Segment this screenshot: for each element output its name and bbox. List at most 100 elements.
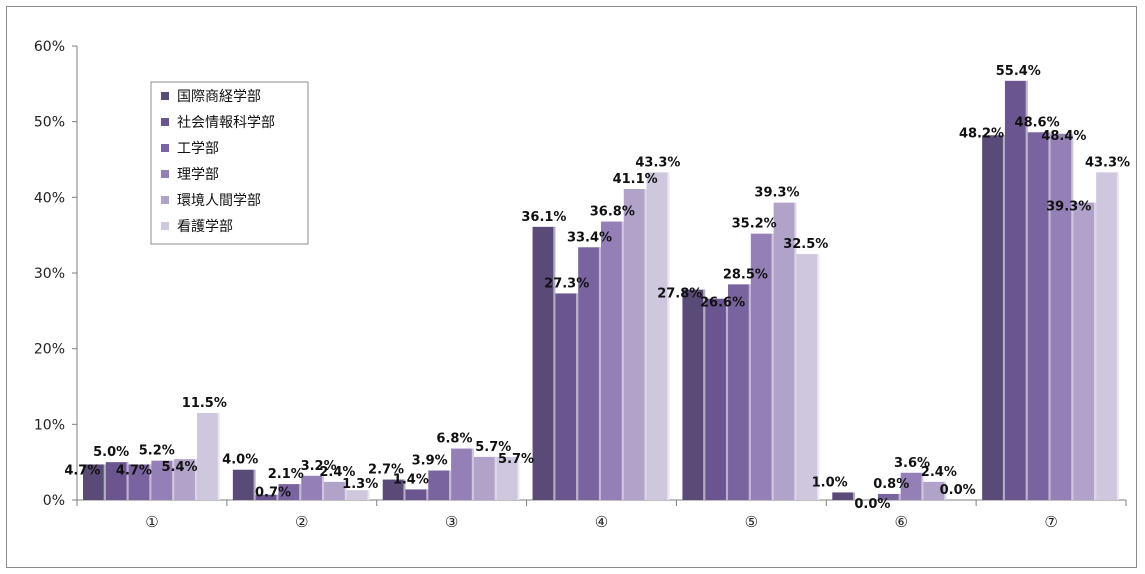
bar-highlight bbox=[253, 469, 256, 500]
data-label: 5.7% bbox=[475, 440, 511, 455]
bar bbox=[346, 490, 370, 500]
data-label: 5.4% bbox=[162, 460, 198, 475]
y-tick-label: 50% bbox=[34, 115, 65, 131]
bar bbox=[232, 469, 256, 500]
legend-label: 看護学部 bbox=[177, 219, 233, 235]
legend-label: 国際商経学部 bbox=[177, 89, 261, 105]
bar-highlight bbox=[644, 189, 647, 500]
data-label: 3.6% bbox=[894, 456, 930, 471]
legend-swatch bbox=[161, 196, 169, 204]
y-tick-label: 60% bbox=[34, 39, 65, 55]
legend-label: 工学部 bbox=[177, 141, 219, 157]
bar bbox=[128, 464, 152, 500]
bar bbox=[382, 479, 406, 500]
bar bbox=[923, 481, 947, 500]
bar-highlight bbox=[852, 492, 855, 500]
y-tick-label: 20% bbox=[34, 342, 65, 358]
data-label: 48.4% bbox=[1041, 129, 1086, 144]
bar-highlight bbox=[194, 459, 197, 500]
legend-label: 社会情報科学部 bbox=[177, 115, 275, 131]
bar-highlight bbox=[126, 462, 129, 500]
bar bbox=[578, 247, 601, 500]
bar bbox=[1004, 80, 1028, 500]
data-label: 1.3% bbox=[342, 477, 378, 492]
data-label: 36.1% bbox=[521, 210, 566, 225]
data-label: 36.8% bbox=[590, 205, 635, 220]
data-labels: 4.7% 4.0% 2.7% 36.1% 27.8% 1.0% 48.2% 5.0% 0.7% 1… bbox=[64, 64, 1130, 512]
bar-highlight bbox=[1002, 135, 1005, 500]
data-label: 0.8% bbox=[873, 477, 909, 492]
x-tick-label: ① bbox=[145, 513, 158, 531]
bar bbox=[832, 492, 855, 500]
data-label: 3.9% bbox=[412, 453, 448, 468]
bar bbox=[982, 135, 1005, 500]
legend-label: 理学部 bbox=[177, 167, 219, 183]
bar bbox=[796, 254, 820, 500]
bar-highlight bbox=[748, 284, 751, 500]
data-label: 33.4% bbox=[567, 230, 612, 245]
bar-highlight bbox=[598, 247, 601, 500]
data-label: 4.0% bbox=[222, 453, 258, 468]
bar bbox=[1096, 172, 1119, 500]
bar-highlight bbox=[494, 456, 497, 500]
data-label: 0.7% bbox=[255, 486, 291, 501]
data-label: 43.3% bbox=[635, 155, 680, 170]
bar bbox=[174, 459, 197, 500]
data-label: 32.5% bbox=[783, 237, 828, 252]
bar-highlight bbox=[103, 464, 106, 500]
bar bbox=[1050, 133, 1074, 501]
bar-highlight bbox=[276, 494, 279, 500]
bar bbox=[473, 456, 497, 500]
bar bbox=[773, 202, 797, 500]
bar bbox=[105, 462, 129, 500]
legend-swatch bbox=[161, 222, 169, 230]
legend-box bbox=[150, 81, 309, 245]
bar-highlight bbox=[1116, 172, 1119, 500]
bar-highlight bbox=[898, 493, 901, 500]
data-label: 55.4% bbox=[996, 64, 1041, 79]
bar bbox=[600, 221, 624, 500]
x-tick-label: ⑥ bbox=[894, 513, 907, 531]
data-label: 2.1% bbox=[268, 467, 304, 482]
bar-highlight bbox=[1025, 80, 1028, 500]
data-label: 27.8% bbox=[657, 287, 702, 302]
bar bbox=[877, 493, 901, 500]
bar bbox=[255, 494, 279, 500]
data-label: 4.7% bbox=[116, 463, 152, 478]
legend-swatch bbox=[161, 170, 169, 178]
legend-label: 環境人間学部 bbox=[177, 193, 261, 209]
bar bbox=[301, 475, 324, 500]
bar-highlight bbox=[172, 460, 175, 500]
bar-highlight bbox=[403, 479, 406, 500]
data-label: 2.4% bbox=[921, 465, 957, 480]
bar bbox=[728, 284, 751, 500]
bar-highlight bbox=[1071, 133, 1074, 501]
data-label: 5.7% bbox=[498, 452, 534, 467]
bar-highlight bbox=[794, 202, 797, 500]
bar-highlight bbox=[1094, 202, 1097, 500]
bar-highlight bbox=[426, 489, 429, 500]
data-label: 41.1% bbox=[613, 172, 658, 187]
bar bbox=[405, 489, 429, 500]
bar-highlight bbox=[1048, 132, 1051, 500]
data-label: 0.0% bbox=[940, 483, 976, 498]
legend-swatch bbox=[161, 92, 169, 100]
data-label: 5.0% bbox=[93, 445, 129, 460]
data-label: 2.7% bbox=[368, 463, 404, 478]
bar-highlight bbox=[667, 172, 670, 500]
y-tick-label: 30% bbox=[34, 266, 65, 282]
data-label: 1.4% bbox=[393, 472, 429, 487]
bar bbox=[900, 472, 924, 500]
bar bbox=[278, 484, 302, 500]
x-tick-label: ⑤ bbox=[745, 513, 758, 531]
bar-highlight bbox=[321, 475, 324, 500]
data-label: 1.0% bbox=[812, 475, 848, 490]
bar bbox=[324, 481, 347, 500]
bar bbox=[623, 189, 647, 500]
x-tick-label: ② bbox=[295, 513, 308, 531]
data-label: 26.6% bbox=[700, 296, 745, 311]
y-tick-label: 40% bbox=[34, 190, 65, 206]
data-label: 3.2% bbox=[301, 459, 337, 474]
data-label: 6.8% bbox=[436, 432, 472, 447]
